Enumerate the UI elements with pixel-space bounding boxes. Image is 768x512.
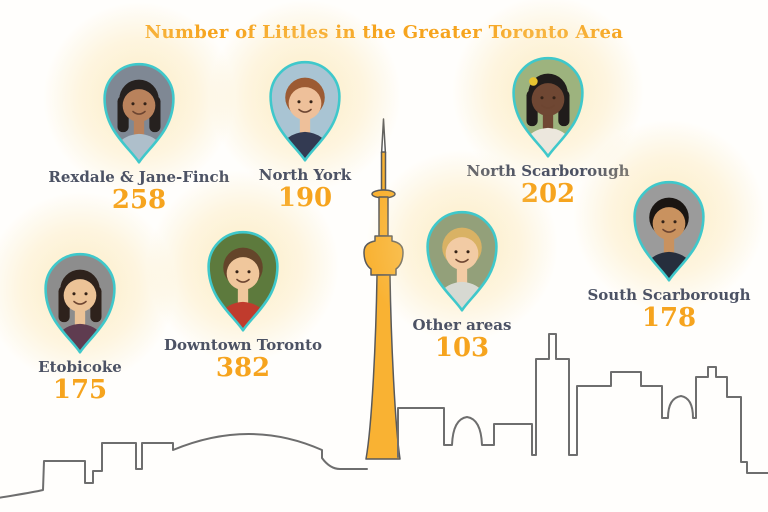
- map-pin: [207, 230, 279, 332]
- region-south-scarborough: South Scarborough 178: [569, 116, 768, 334]
- region-count: 103: [434, 333, 490, 364]
- child-photo: [104, 64, 174, 163]
- map-pin: [269, 60, 341, 162]
- child-photo: [634, 182, 704, 281]
- region-name: Other areas: [412, 316, 512, 334]
- child-photo: [208, 232, 278, 331]
- map-pin: [512, 56, 584, 158]
- map-pin: [426, 210, 498, 312]
- child-photo: [513, 58, 583, 157]
- region-name: Downtown Toronto: [164, 336, 322, 354]
- page-title: Number of Littles in the Greater Toronto…: [144, 22, 624, 44]
- child-photo: [270, 62, 340, 161]
- child-photo: [427, 212, 497, 311]
- map-pin: [44, 252, 116, 354]
- region-name: South Scarborough: [587, 286, 751, 304]
- map-pin: [633, 180, 705, 282]
- region-downtown-toronto: Downtown Toronto 382: [143, 166, 343, 384]
- region-count: 175: [52, 375, 108, 406]
- region-count: 382: [215, 353, 271, 384]
- region-name: Etobicoke: [38, 358, 122, 376]
- region-north-york: North York 190: [205, 0, 405, 213]
- region-name: North York: [258, 166, 352, 184]
- region-other-areas: Other areas 103: [362, 146, 562, 364]
- region-count: 178: [641, 303, 697, 334]
- skyline-left: [0, 433, 368, 499]
- skyline-right: [397, 333, 768, 474]
- map-pin: [103, 62, 175, 164]
- child-photo: [45, 254, 115, 353]
